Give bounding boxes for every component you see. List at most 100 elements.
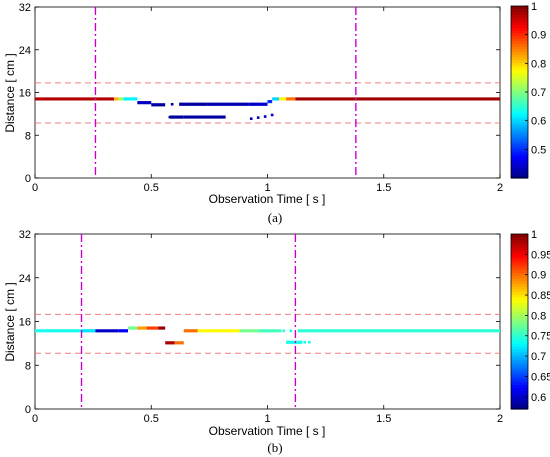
marks-a [35,7,500,178]
colorbar-band-a-18 [511,126,528,131]
data-point-a-7 [252,102,255,106]
colorbar-band-b-37 [511,305,528,309]
data-point-a-2 [170,102,174,106]
colorbar-band-b-60 [511,242,528,246]
colorbar-band-a-0 [511,175,528,179]
colorbar-band-a-2 [511,169,528,174]
colorbar-band-a-24 [511,110,528,115]
colorbar-band-b-21 [511,348,528,353]
colorbar-band-b-13 [511,370,528,375]
y-tick-label-b-4: 32 [19,229,31,241]
colorbar-band-a-26 [511,105,528,109]
colorbar-band-b-2 [511,400,528,405]
colorbar-band-a-1 [511,172,528,176]
colorbar-a: 0.5 0.6 0.7 0.8 0.9 1 [510,1,546,179]
colorbar-band-b-35 [511,310,528,314]
panel-label-b: (b) [267,440,282,455]
colorbar-band-a-32 [511,89,528,93]
colorbar-tick-label-b-7: 0.95 [531,249,550,261]
data-point-a-3 [168,115,172,119]
panel-a: 0 0.5 1 1.5 2 0 8 16 24 32 Observation Time [ s ]… [3,1,546,225]
colorbar-band-b-29 [511,326,528,331]
colorbar-band-b-59 [511,244,528,249]
colorbar-band-b-41 [511,294,528,298]
colorbar-band-a-15 [511,135,528,139]
colorbar-tick-label-b-6: 0.9 [531,270,546,282]
colorbar-band-b-22 [511,346,528,350]
colorbar-band-a-57 [511,22,528,26]
colorbar-band-a-30 [511,94,528,98]
colorbar-band-a-51 [511,38,528,42]
colorbar-band-b-4 [511,395,528,399]
colorbar-band-a-5 [511,161,528,166]
colorbar-band-a-56 [511,24,528,29]
colorbar-band-b-31 [511,321,528,325]
colorbar-band-a-39 [511,70,528,74]
colorbar-band-b-24 [511,340,528,344]
colorbar-band-b-25 [511,337,528,342]
colorbar-band-b-0 [511,406,528,410]
colorbar-tick-label-b-8: 1 [531,229,537,241]
data-point-a-1 [159,103,162,107]
colorbar-band-a-41 [511,65,528,69]
colorbar-band-a-35 [511,81,528,85]
y-tick-label-b-0: 0 [25,404,31,416]
data-point-a-4 [201,102,204,106]
colorbar-band-a-3 [511,167,528,171]
colorbar-band-b-44 [511,285,528,290]
colorbar-tick-label-a-5: 1 [531,1,537,13]
colorbar-band-a-63 [511,6,528,10]
colorbar-band-b-56 [511,253,528,257]
colorbar-band-a-46 [511,51,528,55]
data-point-a-10 [256,116,260,119]
colorbar-tick-label-b-3: 0.75 [531,331,550,343]
x-tick-label-b-1: 0.5 [144,413,159,425]
colorbar-band-b-54 [511,258,528,262]
colorbar-band-a-34 [511,83,528,88]
panel-label-a: (a) [268,210,282,225]
colorbar-band-b-43 [511,288,528,293]
colorbar-band-b-11 [511,376,528,380]
colorbar-band-b-51 [511,266,528,271]
colorbar-band-a-62 [511,8,528,12]
colorbar-tick-label-a-2: 0.7 [531,87,546,99]
x-tick-label-b-4: 2 [497,413,503,425]
colorbar-band-a-48 [511,46,528,50]
colorbar-band-a-53 [511,32,528,37]
colorbar-band-a-60 [511,14,528,18]
panel-b: 0 0.5 1 1.5 2 0 8 16 24 32 Observation Time [ s ]… [3,229,550,455]
x-tick-label-a-2: 1 [264,182,270,194]
colorbar-band-b-53 [511,261,528,265]
data-point-a-9 [249,117,253,120]
colorbar-band-b-20 [511,351,528,355]
colorbar-tick-label-a-0: 0.5 [531,144,546,156]
colorbar-band-b-23 [511,343,528,347]
data-point-a-6 [201,115,204,119]
y-tick-label-b-2: 16 [19,317,31,329]
colorbar-band-a-33 [511,86,528,90]
colorbar-band-a-21 [511,118,528,123]
colorbar-band-b-46 [511,280,528,284]
colorbar-band-a-12 [511,143,528,147]
colorbar-band-b-58 [511,247,528,252]
data-point-b-1 [289,329,293,333]
data-point-b-2 [303,340,306,344]
y-axis-label-b: Distance [ cm ] [3,282,17,361]
y-tick-label-b-3: 24 [19,273,31,285]
colorbar-band-b-7 [511,387,528,391]
data-point-b-0 [282,329,286,333]
colorbar-band-b-10 [511,378,528,383]
colorbar-band-a-25 [511,108,528,112]
colorbar-band-b-5 [511,392,528,396]
colorbar-band-b-16 [511,362,528,366]
colorbar-band-a-42 [511,62,528,66]
colorbar-band-a-59 [511,16,528,21]
colorbar-band-a-10 [511,148,528,152]
colorbar-band-b-47 [511,277,528,282]
colorbar-band-b-27 [511,332,528,336]
x-tick-label-a-0: 0 [32,182,38,194]
colorbar-band-b-40 [511,296,528,301]
colorbar-band-a-16 [511,132,528,136]
colorbar-band-b-30 [511,324,528,328]
